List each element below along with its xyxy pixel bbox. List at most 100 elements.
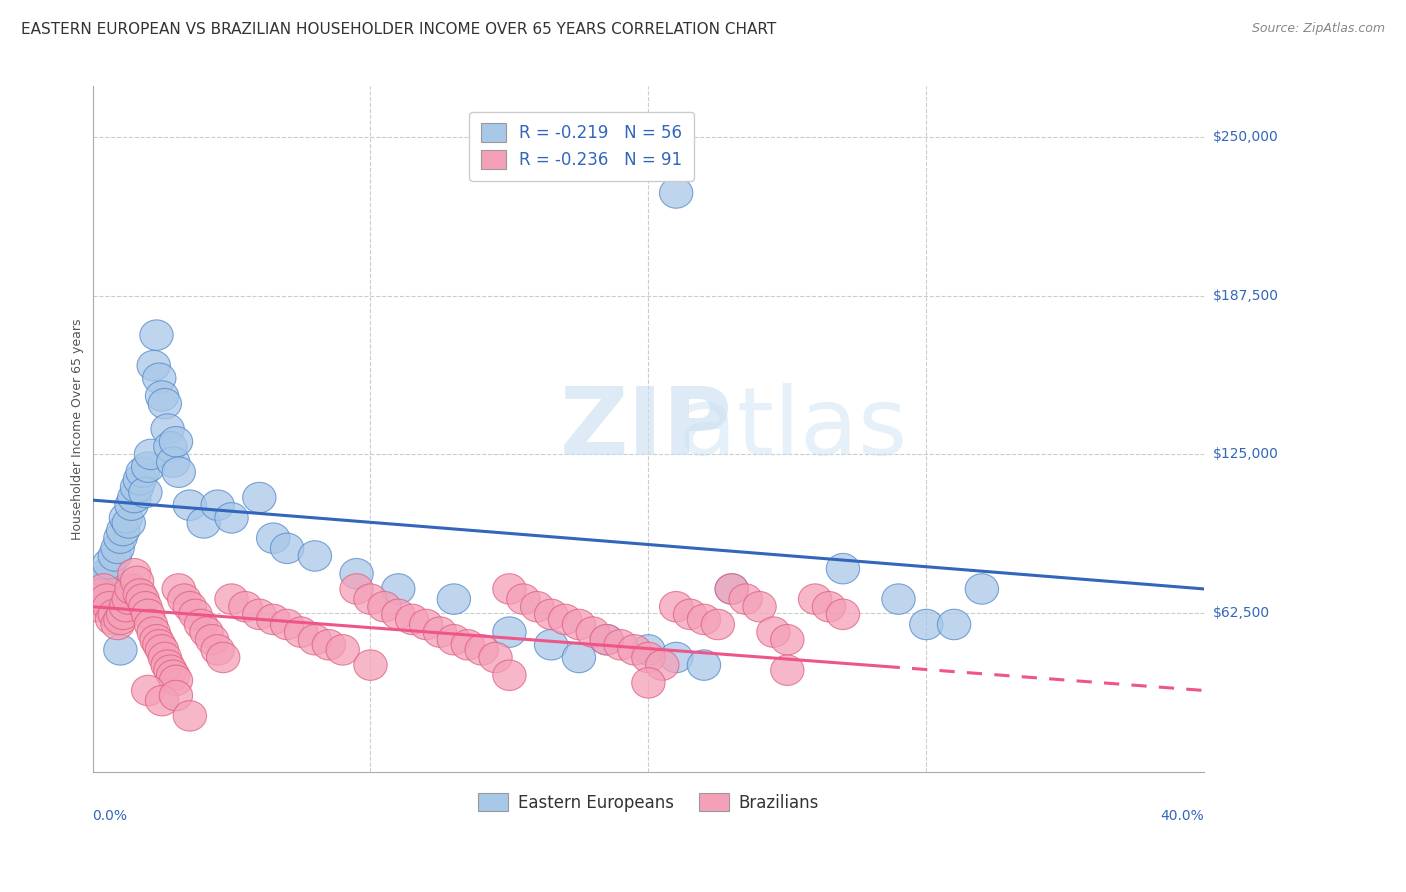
Ellipse shape: [882, 584, 915, 615]
Ellipse shape: [150, 414, 184, 444]
Ellipse shape: [98, 541, 132, 571]
Ellipse shape: [201, 634, 235, 665]
Ellipse shape: [153, 432, 187, 462]
Y-axis label: Householder Income Over 65 years: Householder Income Over 65 years: [72, 318, 84, 540]
Ellipse shape: [173, 700, 207, 731]
Text: EASTERN EUROPEAN VS BRAZILIAN HOUSEHOLDER INCOME OVER 65 YEARS CORRELATION CHART: EASTERN EUROPEAN VS BRAZILIAN HOUSEHOLDE…: [21, 22, 776, 37]
Ellipse shape: [716, 574, 748, 604]
Ellipse shape: [136, 351, 170, 381]
Ellipse shape: [195, 624, 229, 655]
Ellipse shape: [631, 634, 665, 665]
Ellipse shape: [162, 574, 195, 604]
Ellipse shape: [82, 591, 115, 622]
Ellipse shape: [201, 490, 235, 520]
Ellipse shape: [132, 675, 165, 706]
Ellipse shape: [129, 477, 162, 508]
Ellipse shape: [827, 599, 859, 630]
Ellipse shape: [145, 634, 179, 665]
Ellipse shape: [82, 574, 115, 604]
Ellipse shape: [115, 490, 148, 520]
Ellipse shape: [688, 650, 721, 681]
Text: 0.0%: 0.0%: [93, 809, 128, 823]
Ellipse shape: [562, 642, 596, 673]
Ellipse shape: [132, 599, 165, 630]
Ellipse shape: [156, 447, 190, 477]
Ellipse shape: [215, 584, 249, 615]
Ellipse shape: [256, 604, 290, 634]
Ellipse shape: [127, 457, 159, 487]
Ellipse shape: [492, 660, 526, 690]
Ellipse shape: [409, 609, 443, 640]
Ellipse shape: [190, 617, 224, 648]
Ellipse shape: [115, 574, 148, 604]
Ellipse shape: [101, 533, 134, 564]
Legend: Eastern Europeans, Brazilians: Eastern Europeans, Brazilians: [471, 786, 825, 818]
Ellipse shape: [270, 533, 304, 564]
Ellipse shape: [492, 617, 526, 648]
Ellipse shape: [104, 634, 136, 665]
Ellipse shape: [98, 599, 132, 630]
Ellipse shape: [110, 591, 142, 622]
Ellipse shape: [87, 584, 121, 615]
Ellipse shape: [770, 624, 804, 655]
Ellipse shape: [702, 609, 734, 640]
Ellipse shape: [229, 591, 262, 622]
Ellipse shape: [136, 617, 170, 648]
Text: $187,500: $187,500: [1212, 289, 1278, 302]
Ellipse shape: [270, 609, 304, 640]
Ellipse shape: [129, 591, 162, 622]
Ellipse shape: [562, 609, 596, 640]
Ellipse shape: [121, 472, 153, 503]
Ellipse shape: [742, 591, 776, 622]
Ellipse shape: [437, 624, 471, 655]
Ellipse shape: [756, 617, 790, 648]
Ellipse shape: [728, 584, 762, 615]
Ellipse shape: [207, 642, 240, 673]
Ellipse shape: [492, 574, 526, 604]
Ellipse shape: [156, 660, 190, 690]
Ellipse shape: [534, 599, 568, 630]
Ellipse shape: [139, 320, 173, 351]
Ellipse shape: [127, 584, 159, 615]
Ellipse shape: [107, 599, 139, 630]
Ellipse shape: [965, 574, 998, 604]
Ellipse shape: [93, 549, 127, 579]
Ellipse shape: [148, 642, 181, 673]
Ellipse shape: [326, 634, 360, 665]
Ellipse shape: [381, 599, 415, 630]
Ellipse shape: [167, 584, 201, 615]
Ellipse shape: [312, 630, 346, 660]
Ellipse shape: [79, 584, 112, 615]
Ellipse shape: [368, 591, 401, 622]
Ellipse shape: [134, 609, 167, 640]
Ellipse shape: [112, 584, 145, 615]
Ellipse shape: [112, 508, 145, 538]
Ellipse shape: [101, 609, 134, 640]
Ellipse shape: [110, 503, 142, 533]
Ellipse shape: [631, 667, 665, 698]
Ellipse shape: [340, 574, 373, 604]
Ellipse shape: [631, 642, 665, 673]
Ellipse shape: [256, 523, 290, 553]
Ellipse shape: [437, 584, 471, 615]
Ellipse shape: [243, 599, 276, 630]
Ellipse shape: [298, 541, 332, 571]
Ellipse shape: [132, 452, 165, 483]
Ellipse shape: [910, 609, 943, 640]
Ellipse shape: [96, 579, 129, 609]
Ellipse shape: [605, 630, 637, 660]
Ellipse shape: [716, 574, 748, 604]
Ellipse shape: [827, 553, 859, 584]
Ellipse shape: [534, 630, 568, 660]
Ellipse shape: [118, 483, 150, 513]
Ellipse shape: [548, 604, 582, 634]
Ellipse shape: [121, 566, 153, 597]
Text: atlas: atlas: [560, 383, 908, 475]
Ellipse shape: [770, 655, 804, 685]
Ellipse shape: [479, 642, 512, 673]
Ellipse shape: [645, 650, 679, 681]
Ellipse shape: [142, 363, 176, 393]
Ellipse shape: [162, 457, 195, 487]
Ellipse shape: [159, 426, 193, 457]
Ellipse shape: [520, 591, 554, 622]
